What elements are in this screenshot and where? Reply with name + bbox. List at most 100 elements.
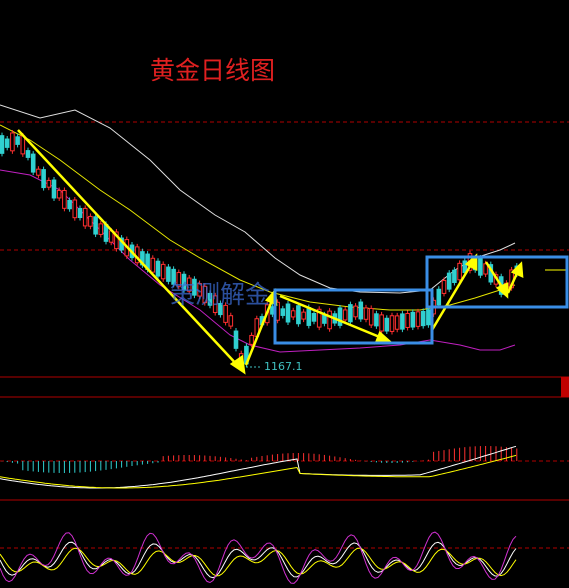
candle-body (353, 305, 358, 318)
candle-body (46, 179, 52, 188)
macd-panel (0, 445, 518, 489)
arrow (244, 297, 275, 366)
middle-band (0, 124, 516, 311)
candle-body (4, 138, 10, 148)
candle-body (290, 310, 296, 318)
candle-body (394, 315, 400, 330)
candle-body (181, 273, 187, 291)
candle-body (10, 132, 15, 152)
candle-body (368, 307, 374, 326)
candle-body (452, 269, 457, 284)
candle-body (67, 199, 72, 210)
macd-line (0, 445, 517, 489)
candle-body (223, 304, 228, 323)
candle-body (415, 311, 421, 327)
candle-body (441, 279, 447, 294)
candle-body (114, 231, 119, 250)
candle-body (358, 301, 364, 320)
candle-body (280, 308, 286, 316)
candle-body (15, 136, 20, 145)
watermark: 策测解金 (170, 280, 270, 309)
k-line (0, 541, 517, 579)
candle-body (348, 304, 353, 323)
candle-body (478, 257, 483, 276)
candle-body (77, 207, 83, 219)
candle-body (337, 307, 343, 326)
candle-body (420, 310, 426, 327)
candle-body (400, 313, 405, 330)
candle-body (212, 295, 218, 314)
d-line (0, 547, 517, 577)
arrow-head (464, 253, 478, 272)
candle-body (285, 303, 291, 323)
candle-body (197, 283, 202, 297)
range-boxes (273, 255, 569, 345)
candle-body (160, 263, 166, 280)
candle-body (249, 334, 254, 345)
candle-body (166, 266, 171, 282)
candle-body (426, 309, 431, 326)
candle-body (436, 288, 442, 306)
candle-body (384, 317, 390, 332)
range-box (273, 288, 434, 345)
candle-body (20, 135, 26, 155)
candle-body (457, 262, 462, 281)
candle-body (462, 260, 468, 274)
candle-body (342, 309, 348, 321)
candle-body (363, 307, 369, 320)
kdj-panel (0, 531, 517, 584)
candle-body (228, 315, 234, 327)
candle-body (446, 272, 452, 290)
candle-body (56, 189, 62, 199)
panel-lines (0, 121, 569, 549)
candle-body (82, 207, 88, 227)
candle-body (36, 168, 41, 176)
candle-body (306, 307, 312, 326)
candle-body (41, 169, 46, 189)
arrow (430, 262, 474, 331)
signal-line (0, 454, 517, 489)
candle-body (405, 312, 410, 328)
candle-body (374, 313, 379, 327)
candle-body (202, 285, 208, 304)
candle-body (301, 311, 306, 320)
candle-body (296, 305, 301, 325)
candle-body (93, 216, 98, 235)
candle-body (311, 312, 317, 322)
candle-body (72, 199, 78, 219)
candle-body (192, 278, 197, 296)
candle-body (233, 330, 239, 349)
arrow (279, 294, 383, 340)
candle-body (176, 272, 182, 287)
scroll-marker (561, 377, 569, 397)
candle-body (150, 257, 156, 273)
arrow-head (510, 261, 524, 278)
candle-body (155, 260, 161, 277)
chart-title: 黄金日线图 (150, 56, 275, 85)
candle-body (379, 314, 384, 332)
candle-body (218, 302, 223, 316)
candle-body (410, 311, 416, 328)
candle-body (98, 223, 104, 235)
trend-arrows (17, 129, 566, 375)
candle-body (186, 277, 192, 292)
candle-body (25, 150, 31, 158)
candle-body (171, 268, 176, 285)
arrow-head (495, 282, 509, 299)
candle-body (62, 189, 67, 209)
candle-body (30, 153, 36, 173)
arrow (17, 129, 241, 369)
arrow-head (229, 354, 246, 375)
candle-body (0, 135, 5, 154)
candle-body (88, 215, 93, 227)
candle-body (389, 315, 395, 332)
candle-body (51, 179, 57, 199)
candle-body (483, 263, 488, 275)
range-box (425, 255, 569, 309)
candle-body (207, 292, 213, 306)
candle-body (316, 308, 322, 328)
low-label: 1167.1 (264, 360, 303, 373)
j-line (0, 531, 517, 584)
